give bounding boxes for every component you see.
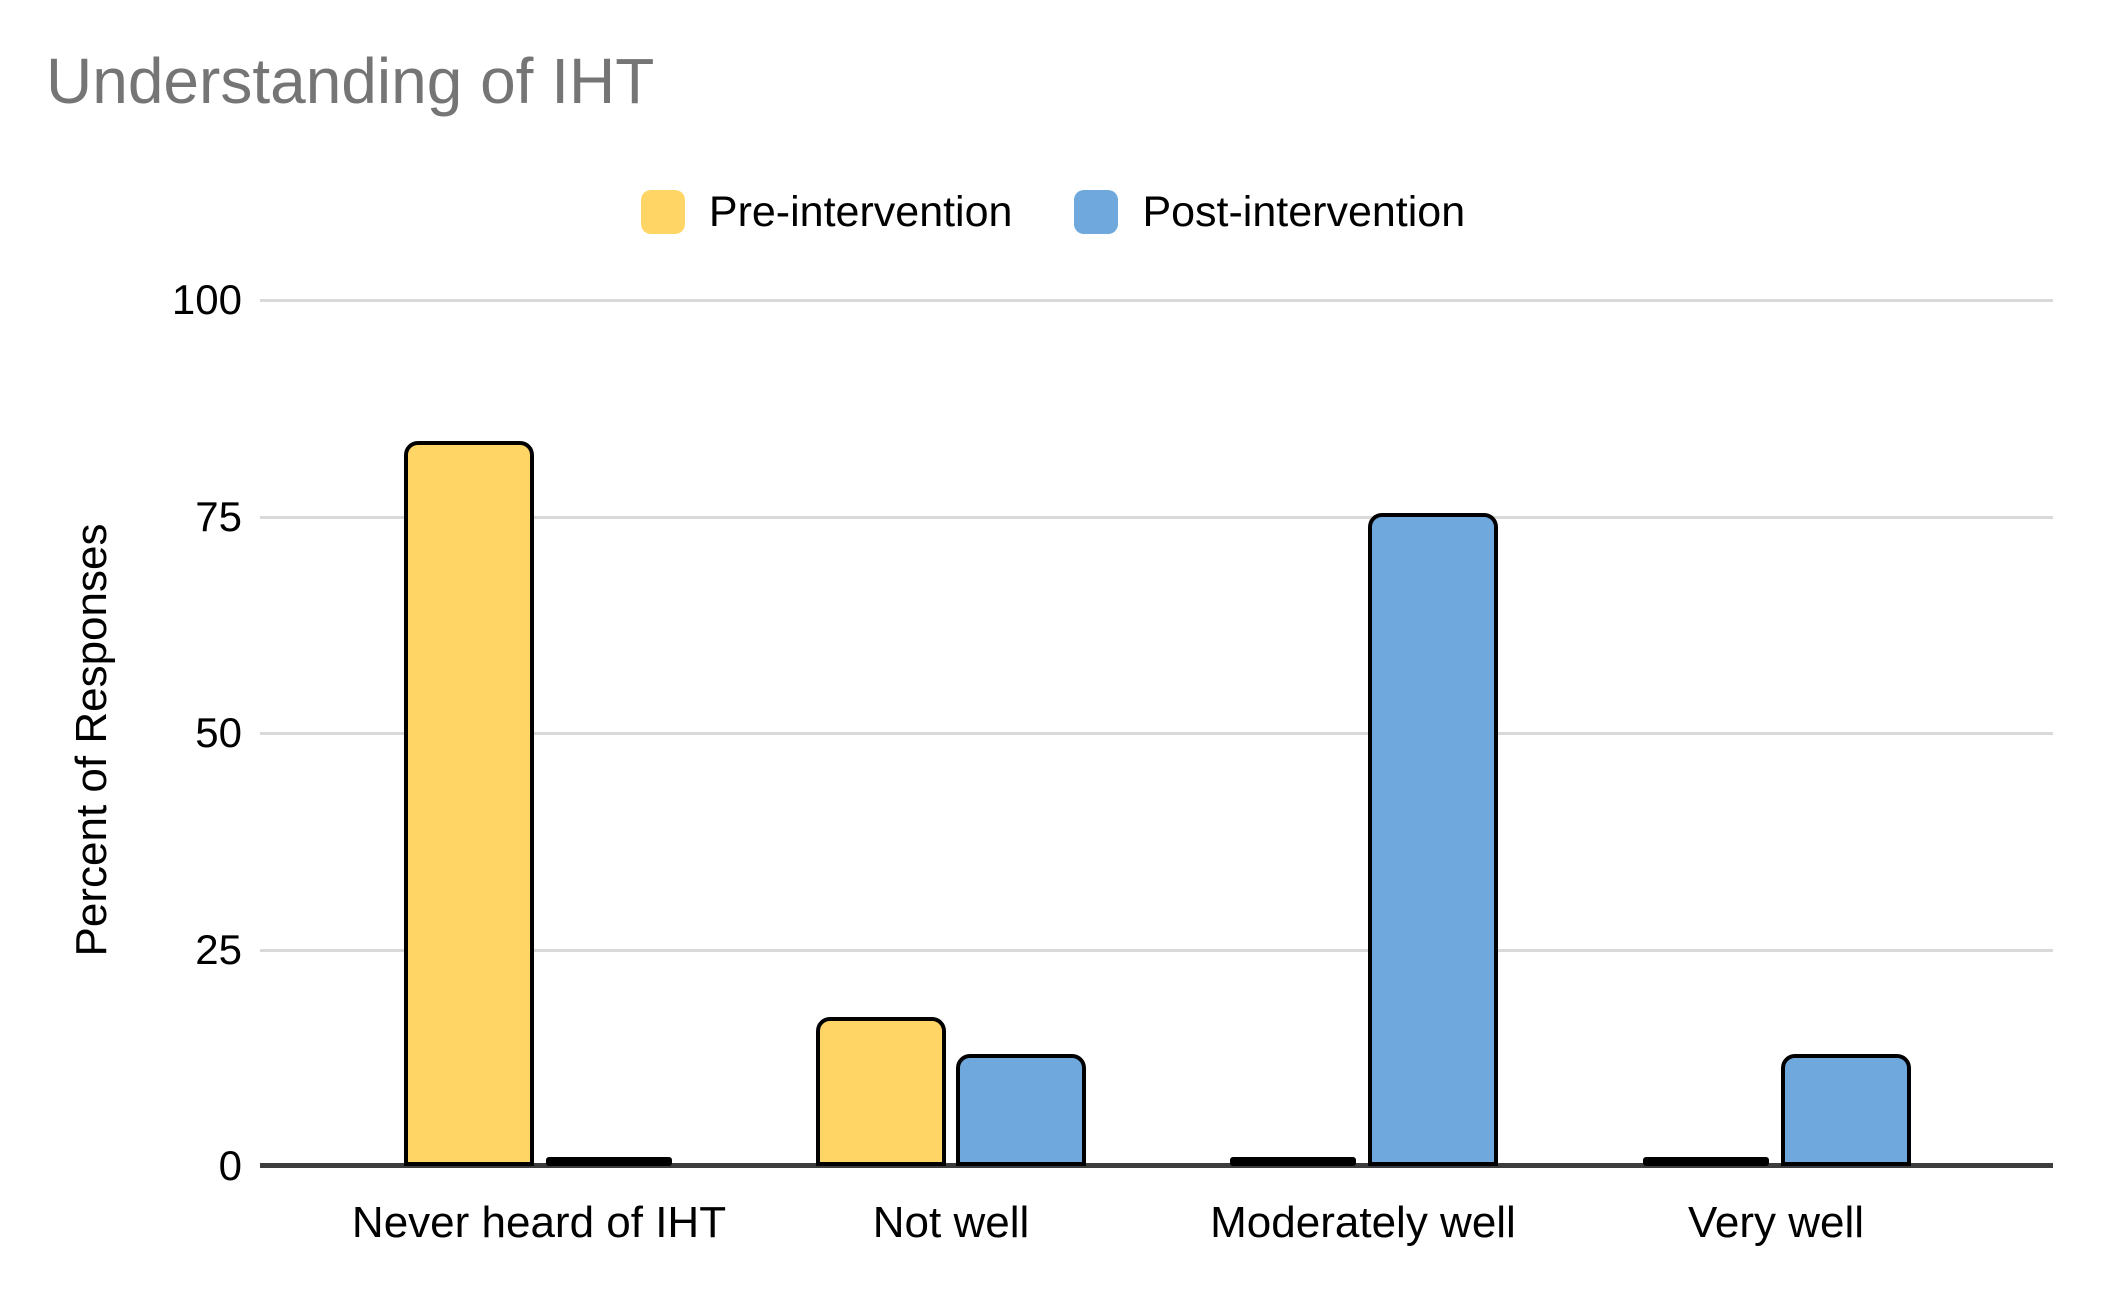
- bar-post-intervention-never-heard-of-iht: [546, 1157, 672, 1166]
- bar-pre-intervention-very-well: [1643, 1157, 1769, 1166]
- legend-label-pre: Pre-intervention: [708, 187, 1013, 236]
- gridline-75: [260, 515, 2053, 519]
- x-axis-line: [260, 1163, 2053, 1168]
- bar-post-intervention-not-well: [956, 1053, 1086, 1166]
- chart-title: Understanding of IHT: [46, 45, 655, 117]
- y-tick-label-25: 25: [195, 925, 242, 973]
- x-category-label-very-well: Very well: [1687, 1198, 1865, 1247]
- legend: Pre-intervention Post-intervention: [0, 188, 2106, 236]
- y-tick-label-75: 75: [195, 492, 242, 540]
- y-tick-label-50: 50: [195, 709, 242, 756]
- legend-item-pre-intervention: Pre-intervention: [640, 187, 1013, 237]
- gridline-25: [260, 948, 2053, 952]
- gridline-50: [260, 732, 2053, 735]
- x-category-label-not-well: Not well: [872, 1198, 1030, 1247]
- bar-pre-intervention-moderately-well: [1230, 1157, 1356, 1166]
- bar-pre-intervention-never-heard-of-iht: [404, 440, 534, 1166]
- y-tick-label-100: 100: [171, 276, 242, 323]
- bar-pre-intervention-not-well: [816, 1017, 946, 1166]
- bar-post-intervention-moderately-well: [1368, 512, 1498, 1166]
- x-category-label-never-heard-of-iht: Never heard of IHT: [351, 1198, 727, 1247]
- y-tick-label-0: 0: [218, 1142, 242, 1189]
- legend-item-post-intervention: Post-intervention: [1074, 188, 1465, 237]
- x-category-label-moderately-well: Moderately well: [1210, 1198, 1516, 1247]
- legend-label-post: Post-intervention: [1142, 187, 1466, 236]
- legend-swatch-post: [1074, 190, 1119, 234]
- bar-post-intervention-very-well: [1781, 1053, 1911, 1166]
- legend-swatch-pre: [640, 190, 685, 234]
- gridline-100: [260, 299, 2053, 302]
